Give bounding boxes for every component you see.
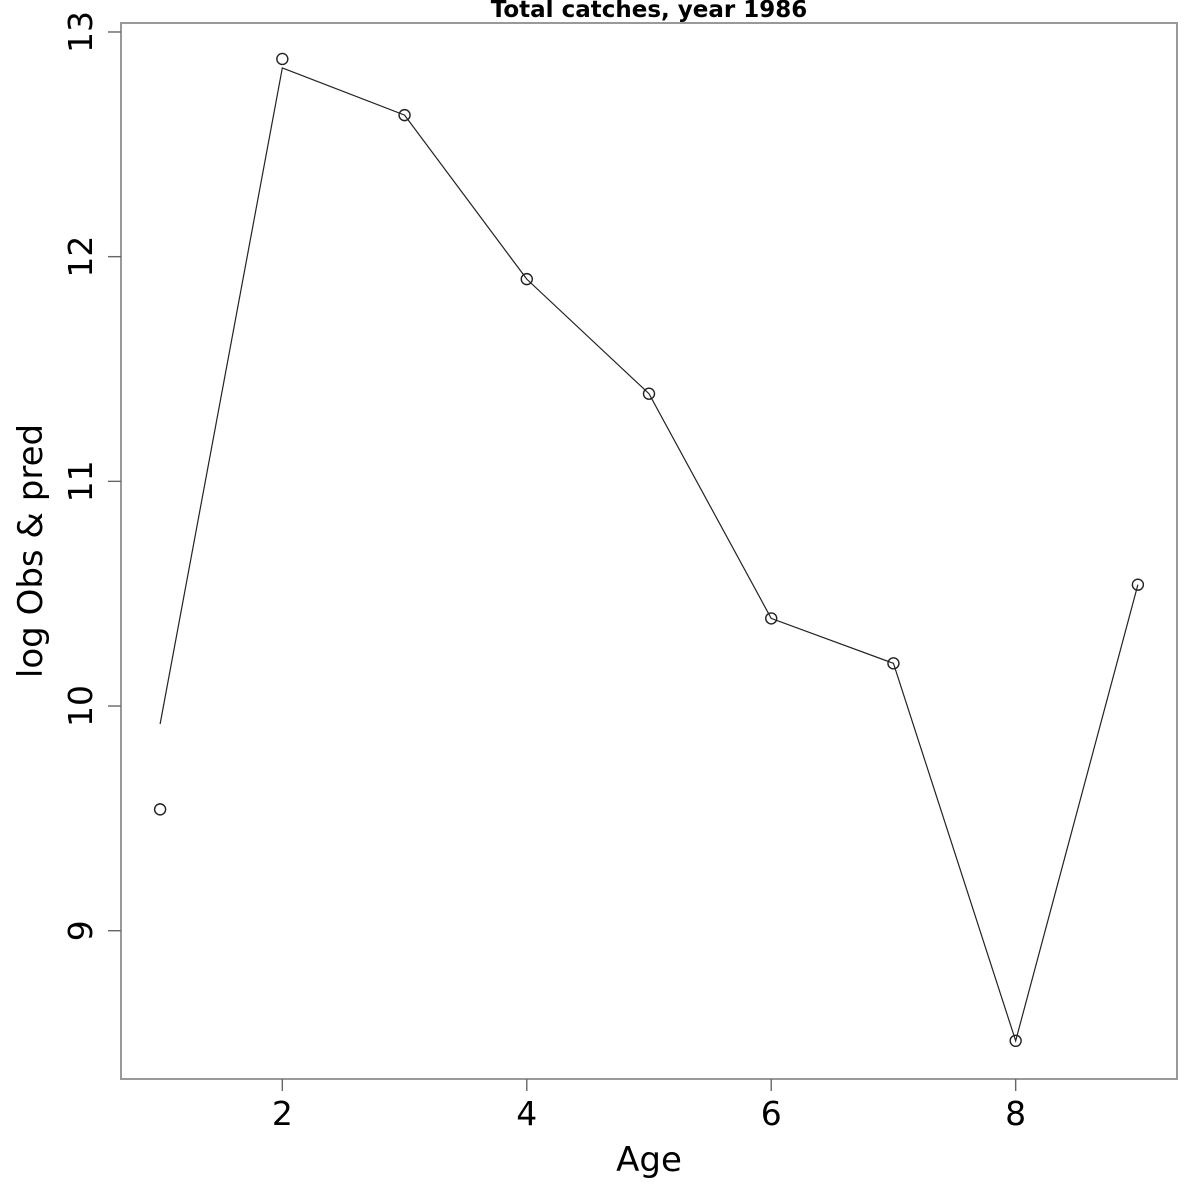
data-point bbox=[276, 52, 289, 66]
data-point bbox=[642, 387, 656, 400]
x-axis-label: Age bbox=[616, 1140, 682, 1180]
x-tick-label: 2 bbox=[272, 1094, 293, 1133]
y-tick-label: 9 bbox=[61, 920, 100, 941]
y-tick-label: 10 bbox=[61, 685, 100, 727]
data-point bbox=[398, 108, 411, 122]
data-point bbox=[887, 657, 900, 670]
y-tick-label: 13 bbox=[61, 11, 100, 53]
x-tick-label: 8 bbox=[1005, 1094, 1026, 1133]
data-point bbox=[765, 612, 778, 625]
chart-title: Total catches, year 1986 bbox=[490, 0, 808, 23]
data-point bbox=[1009, 1034, 1022, 1048]
data-point bbox=[520, 272, 533, 286]
prediction-line bbox=[159, 67, 1139, 1043]
data-point bbox=[153, 803, 167, 816]
y-tick-label: 12 bbox=[61, 236, 100, 278]
y-axis-label: log Obs & pred bbox=[11, 423, 51, 679]
x-tick-label: 4 bbox=[516, 1094, 537, 1133]
y-tick-label: 11 bbox=[61, 460, 100, 502]
plot-box bbox=[120, 22, 1178, 1080]
data-point bbox=[1131, 578, 1145, 591]
x-tick-label: 6 bbox=[761, 1094, 782, 1133]
